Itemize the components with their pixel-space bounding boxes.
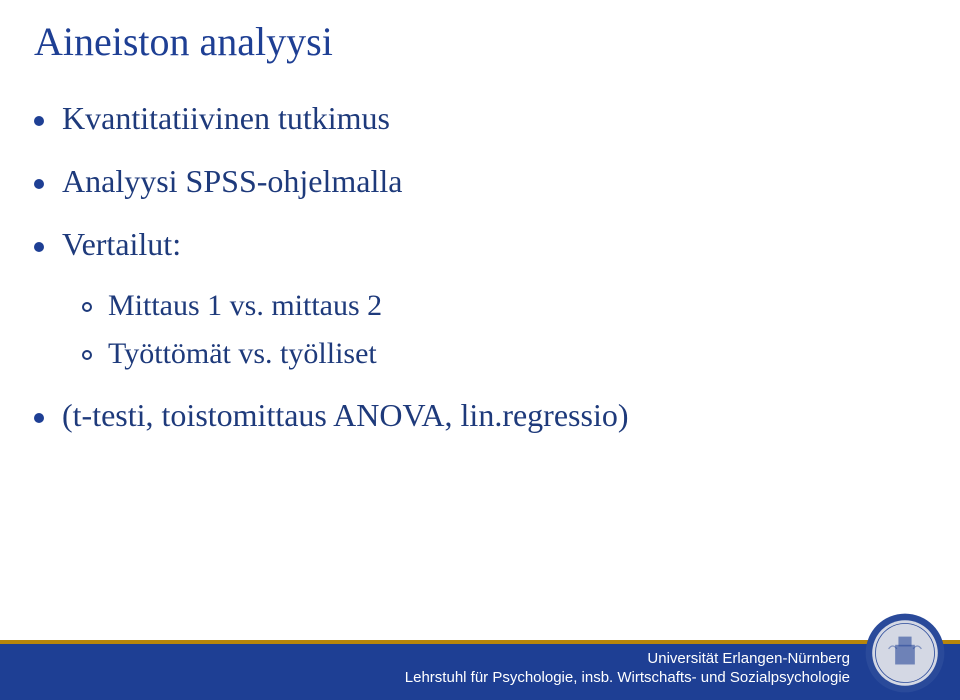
bullet-dot-icon xyxy=(34,413,44,423)
slide-title: Aineiston analyysi xyxy=(34,18,333,65)
bullet-text: Kvantitatiivinen tutkimus xyxy=(62,100,390,137)
bullet-item: (t-testi, toistomittaus ANOVA, lin.regre… xyxy=(34,397,926,434)
bullet-text: Työttömät vs. työlliset xyxy=(108,337,377,371)
bullet-item: Vertailut: xyxy=(34,226,926,263)
university-seal-icon xyxy=(864,612,946,694)
bullet-text: Mittaus 1 vs. mittaus 2 xyxy=(108,289,382,323)
bullet-dot-icon xyxy=(34,179,44,189)
bullet-dot-icon xyxy=(34,242,44,252)
slide-footer: Universität Erlangen-Nürnberg Lehrstuhl … xyxy=(0,640,960,700)
bullet-text: (t-testi, toistomittaus ANOVA, lin.regre… xyxy=(62,397,628,434)
footer-line1: Universität Erlangen-Nürnberg xyxy=(405,650,850,667)
sub-bullet-item: Työttömät vs. työlliset xyxy=(82,337,926,371)
footer-line2: Lehrstuhl für Psychologie, insb. Wirtsch… xyxy=(405,669,850,686)
slide: Aineiston analyysi Kvantitatiivinen tutk… xyxy=(0,0,960,700)
footer-text-block: Universität Erlangen-Nürnberg Lehrstuhl … xyxy=(405,650,850,686)
footer-bar: Universität Erlangen-Nürnberg Lehrstuhl … xyxy=(0,644,960,700)
bullet-ring-icon xyxy=(82,350,92,360)
bullet-text: Vertailut: xyxy=(62,226,181,263)
bullet-item: Analyysi SPSS-ohjelmalla xyxy=(34,163,926,200)
bullet-ring-icon xyxy=(82,302,92,312)
bullet-item: Kvantitatiivinen tutkimus xyxy=(34,100,926,137)
bullet-dot-icon xyxy=(34,116,44,126)
bullet-text: Analyysi SPSS-ohjelmalla xyxy=(62,163,402,200)
slide-content: Kvantitatiivinen tutkimus Analyysi SPSS-… xyxy=(34,100,926,460)
sub-bullet-item: Mittaus 1 vs. mittaus 2 xyxy=(82,289,926,323)
